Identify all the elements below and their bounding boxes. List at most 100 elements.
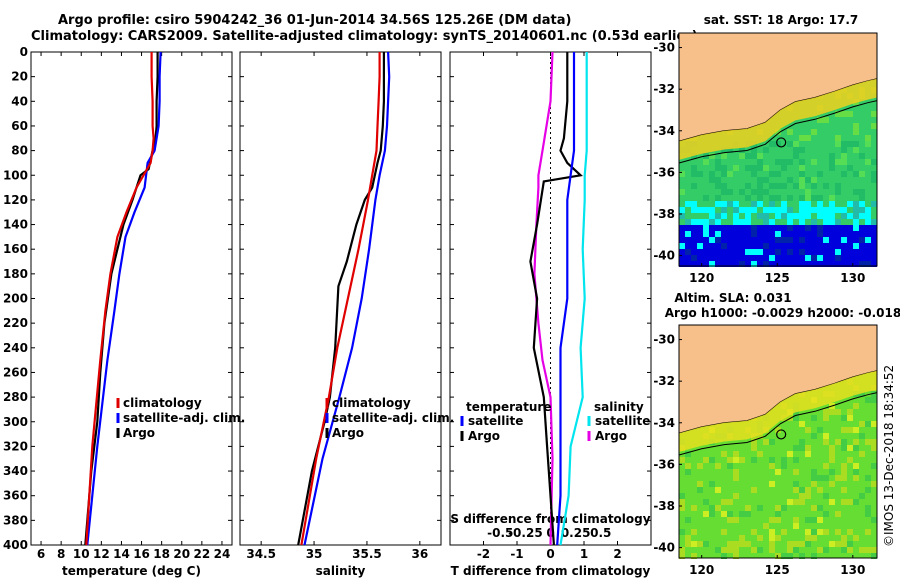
sst_map-ocean-cell <box>799 237 805 243</box>
sst_map-ocean-cell <box>769 207 775 213</box>
sla_map-ocean-cell <box>829 409 835 415</box>
sla_map-ocean-cell <box>835 511 841 517</box>
sla_map-ocean-cell <box>841 535 847 541</box>
sst_map-ocean-cell <box>793 249 799 255</box>
sst_map-ocean-cell <box>817 195 823 201</box>
sst_map-ocean-cell <box>871 243 877 249</box>
sst_map-ocean-cell <box>763 207 769 213</box>
sla_map-ytick-label: -38 <box>653 499 675 513</box>
sst_map-ocean-cell <box>745 243 751 249</box>
sla_map-ocean-cell <box>721 529 727 535</box>
sst_map-ocean-cell <box>859 213 865 219</box>
sla_map-ocean-cell <box>829 445 835 451</box>
sst_map-ocean-cell <box>715 177 721 183</box>
diff-legend-label: satellite <box>595 414 650 428</box>
sst_map-ocean-cell <box>865 207 871 213</box>
sla_map-ocean-cell <box>697 487 703 493</box>
sla_map-ocean-cell <box>793 481 799 487</box>
sla_map-ocean-cell <box>823 547 829 553</box>
sst_map-ocean-cell <box>847 231 853 237</box>
temperature-series-satellite-adj-clim- <box>86 51 162 546</box>
sst_map-ocean-cell <box>817 207 823 213</box>
sst_map-ocean-cell <box>805 261 811 267</box>
sst_map-ocean-cell <box>811 261 817 267</box>
sst_map-ocean-cell <box>727 255 733 261</box>
sst_map-ocean-cell <box>817 261 823 267</box>
sst_map-ocean-cell <box>733 243 739 249</box>
sst_map-ocean-cell <box>871 255 877 261</box>
sst_map-ocean-cell <box>691 237 697 243</box>
sst_map-shelf <box>679 78 877 160</box>
sst_map-ocean-cell <box>733 231 739 237</box>
sla_map-ocean-cell <box>781 553 787 559</box>
sla_map-ocean-cell <box>871 517 877 523</box>
sla_map-ocean-cell <box>697 463 703 469</box>
sst_map-panel: -30 -32 -34 -36 -38 -40 120 125 130 <box>653 32 878 285</box>
sst_map-ocean-cell <box>769 171 775 177</box>
sst_map-ocean-cell <box>739 189 745 195</box>
sst_map-ocean-cell <box>787 231 793 237</box>
sst_map-ocean-cell <box>775 141 781 147</box>
depth-tick-label: 40 <box>11 94 28 108</box>
sst_map-ocean-cell <box>799 201 805 207</box>
sst_map-ocean-cell <box>787 213 793 219</box>
sst_map-ocean-cell <box>721 225 727 231</box>
sst_map-ocean-cell <box>691 153 697 159</box>
sst_map-ocean-cell <box>781 183 787 189</box>
sst_map-ocean-cell <box>763 237 769 243</box>
sst_map-ocean-cell <box>745 237 751 243</box>
sla_map-ocean-cell <box>841 469 847 475</box>
sst_map-ocean-cell <box>799 183 805 189</box>
sst_map-ocean-cell <box>751 171 757 177</box>
sla_map-ocean-cell <box>805 541 811 547</box>
sst_map-ocean-cell <box>769 225 775 231</box>
temperature-legend-label: satellite-adj. clim. <box>123 411 245 425</box>
sst_map-ocean-cell <box>853 261 859 267</box>
sst_map-ocean-cell <box>841 207 847 213</box>
sst_map-ocean-cell <box>781 159 787 165</box>
sst_map-ocean-cell <box>721 237 727 243</box>
sst_map-ocean-cell <box>715 249 721 255</box>
sla_map-ocean-cell <box>841 499 847 505</box>
sla_map-ocean-cell <box>805 451 811 457</box>
sst_map-ocean-cell <box>697 207 703 213</box>
sst_map-ocean-cell <box>787 195 793 201</box>
sla_map-ocean-cell <box>769 463 775 469</box>
sst_map-ocean-cell <box>727 243 733 249</box>
sst_map-ocean-cell <box>805 225 811 231</box>
sst_map-ocean-cell <box>709 153 715 159</box>
sst_map-ocean-cell <box>739 231 745 237</box>
sst_map-ocean-cell <box>835 189 841 195</box>
sst_map-ocean-cell <box>853 255 859 261</box>
sla_map-ocean-cell <box>811 517 817 523</box>
sla_map-ocean-cell <box>871 421 877 427</box>
sla_map-ocean-cell <box>739 541 745 547</box>
sst_map-ocean-cell <box>745 261 751 267</box>
sst_map-ocean-cell <box>859 225 865 231</box>
sst_map-frame <box>678 32 878 267</box>
sla_map-xtick-label: 120 <box>689 563 714 577</box>
sst_map-ocean-cell <box>739 261 745 267</box>
sla_map-ocean-cell <box>799 493 805 499</box>
depth-tick-label: 180 <box>3 267 28 281</box>
sst_map-ocean-cell <box>679 225 685 231</box>
sst_map-ocean-cell <box>739 207 745 213</box>
sst_map-ocean-cell <box>757 213 763 219</box>
sla_map-ocean-cell <box>823 415 829 421</box>
sla_map-ocean-cell <box>865 439 871 445</box>
sal-diff-tick-label: 0.25 <box>561 526 591 540</box>
sla_map-ocean-cell <box>799 487 805 493</box>
sst_map-ocean-cell <box>859 189 865 195</box>
sst_map-ocean-cell <box>769 231 775 237</box>
temperature-frame <box>30 51 233 546</box>
sst_map-ocean-cell <box>781 207 787 213</box>
title-line-2: Climatology: CARS2009. Satellite-adjuste… <box>31 29 698 44</box>
sst_map-ocean-cell <box>727 249 733 255</box>
sst_map-ytick-label: -40 <box>653 249 675 263</box>
sst_map-ocean-cell <box>781 249 787 255</box>
sla_map-ocean-cell <box>751 487 757 493</box>
sla_map-ocean-cell <box>733 493 739 499</box>
sst_map-ocean-cell <box>691 261 697 267</box>
sla_map-ocean-cell <box>685 517 691 523</box>
sst_map-ocean-cell <box>805 207 811 213</box>
